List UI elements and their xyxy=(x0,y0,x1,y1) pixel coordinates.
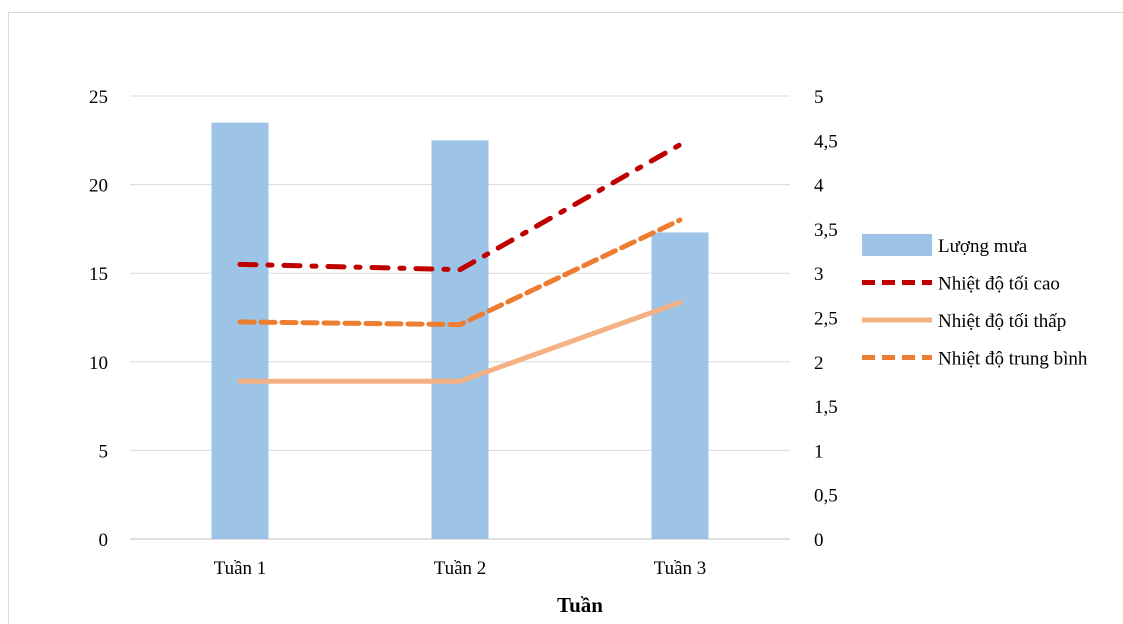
y-right-tick-label: 5 xyxy=(814,87,824,108)
series-line xyxy=(237,142,683,273)
y-right-tick-label: 0 xyxy=(814,530,824,551)
y-right-tick-label: 0,5 xyxy=(814,486,838,507)
legend-label: Lượng mưa xyxy=(938,236,1028,257)
legend-label: Nhiệt độ tối thấp xyxy=(938,311,1066,332)
legend-swatch xyxy=(862,234,932,256)
y-left-tick-label: 20 xyxy=(89,176,108,197)
bar xyxy=(211,122,269,539)
y-right-tick-label: 1,5 xyxy=(814,397,838,418)
y-right-tick-label: 2,5 xyxy=(814,309,838,330)
legend-label: Nhiệt độ trung bình xyxy=(938,349,1088,370)
y-right-tick-label: 4,5 xyxy=(814,131,838,152)
y-right-tick-label: 4 xyxy=(814,176,824,197)
bar xyxy=(431,140,489,540)
y-left-tick-label: 15 xyxy=(89,264,108,285)
x-axis-title: Tuần xyxy=(557,593,603,617)
series-line xyxy=(237,299,683,384)
y-left-tick-label: 5 xyxy=(99,441,109,462)
axes: 0 5 10 15 20 25 0 0,5 1 1,5 2 2,5 3 3,5 4 4,5 5 Tuần 1 Tuầ… xyxy=(89,87,838,579)
x-tick-label: Tuần 1 xyxy=(214,558,267,579)
y-left-tick-label: 0 xyxy=(99,530,109,551)
x-tick-label: Tuần 2 xyxy=(434,558,487,579)
bar xyxy=(651,232,709,539)
y-right-tick-label: 3 xyxy=(814,264,824,285)
y-right-tick-label: 3,5 xyxy=(814,220,838,241)
y-right-tick-label: 1 xyxy=(814,441,824,462)
legend: Lượng mưa Nhiệt độ tối cao Nhiệt độ tối th… xyxy=(862,234,1088,370)
y-left-tick-label: 25 xyxy=(89,87,108,108)
lines xyxy=(237,142,683,384)
legend-label: Nhiệt độ tối cao xyxy=(938,274,1060,295)
series-line xyxy=(237,217,683,328)
y-right-tick-label: 2 xyxy=(814,353,824,374)
bars xyxy=(211,122,709,540)
chart-area xyxy=(8,12,1123,624)
x-tick-label: Tuần 3 xyxy=(654,558,707,579)
y-left-tick-label: 10 xyxy=(89,353,108,374)
